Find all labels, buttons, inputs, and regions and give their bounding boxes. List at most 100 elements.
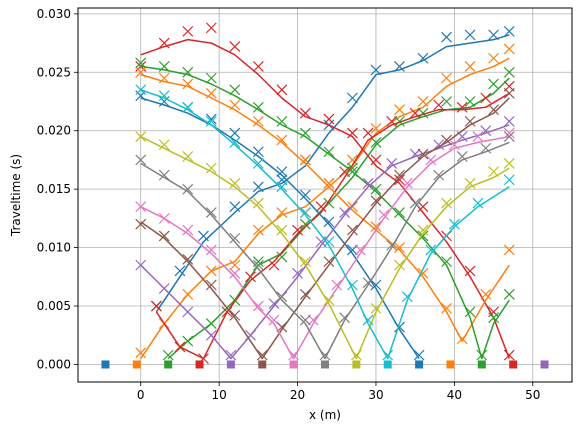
data-point-marker [480,92,492,104]
data-point-marker [162,349,174,361]
data-point-marker [464,29,476,41]
data-point-marker [205,279,217,291]
data-point-marker [323,113,335,125]
data-point-marker [182,224,194,236]
data-point-marker [205,265,217,277]
plot-area [101,22,549,369]
data-point-marker [433,169,445,181]
source-marker [101,360,110,369]
data-point-marker [417,52,429,64]
data-point-marker [182,306,194,318]
data-point-marker [417,107,429,119]
data-point-marker [476,349,488,361]
data-point-marker [347,154,358,166]
data-point-marker [394,259,405,271]
data-point-marker [448,218,460,230]
source-marker [477,360,486,369]
data-point-marker [299,288,311,300]
data-point-marker [229,84,241,96]
data-point-marker [409,148,421,160]
data-point-marker [331,279,343,291]
x-tick-label: 40 [447,388,462,402]
data-point-marker [205,72,217,84]
source-marker [321,360,329,369]
data-point-marker [503,66,515,78]
data-point-marker [182,151,194,162]
y-tick-label: 0.020 [37,124,71,138]
data-point-marker [362,177,374,189]
data-point-marker [370,64,382,76]
data-point-marker [229,136,241,148]
data-point-marker [370,183,382,195]
data-point-marker [135,66,147,78]
data-point-marker [441,31,452,43]
series-line [140,97,510,360]
data-point-marker [299,256,311,268]
data-point-marker [158,212,170,224]
data-point-marker [205,87,217,99]
data-point-marker [350,349,362,361]
data-point-marker [323,294,335,306]
data-point-marker [503,127,515,139]
data-point-marker [503,131,515,142]
data-point-marker [158,283,170,294]
data-point-marker [229,127,241,139]
data-point-marker [409,107,421,119]
data-point-marker [370,122,382,134]
data-point-marker [252,300,264,312]
data-point-marker [472,197,484,209]
data-point-marker [252,224,264,236]
data-point-marker [354,244,366,256]
data-point-marker [205,207,217,218]
data-point-marker [378,209,390,221]
data-point-marker [425,244,437,256]
series-line [140,97,420,360]
series-line [140,135,510,360]
data-point-marker [225,349,237,361]
data-point-marker [401,291,413,303]
data-point-marker [394,61,405,72]
data-point-marker [198,230,209,242]
data-point-marker [182,66,194,78]
source-marker [352,360,361,369]
data-point-marker [205,162,217,174]
traveltime-series [135,131,515,361]
data-point-marker [182,335,194,347]
x-tick-label: 20 [290,388,305,402]
data-point-marker [441,96,452,107]
data-point-marker [256,349,268,361]
data-point-marker [182,288,194,300]
data-point-marker [299,154,311,166]
data-point-marker [464,96,476,107]
traveltime-series [162,66,515,361]
data-point-marker [182,253,194,265]
traveltime-series [135,57,515,361]
data-point-marker [394,242,405,254]
data-point-marker [394,174,405,186]
data-point-marker [135,131,147,142]
data-point-marker [456,101,468,113]
data-point-marker [417,96,429,107]
data-point-marker [323,236,335,248]
data-point-marker [205,244,217,256]
traveltime-series [150,25,515,313]
data-point-marker [409,197,421,209]
data-point-marker [464,306,476,318]
data-point-marker [135,57,147,69]
data-point-marker [229,201,241,213]
data-point-marker [299,207,311,218]
data-point-marker [276,115,288,127]
data-point-marker [464,115,476,127]
data-point-marker [292,267,303,279]
traveltime-series [135,87,515,361]
data-point-marker [229,309,241,321]
data-point-marker [252,259,264,271]
data-point-marker [315,201,327,213]
y-axis-label: Traveltime (s) [9,154,23,237]
data-point-marker [323,177,335,189]
series-line [140,73,510,342]
data-point-marker [433,139,445,151]
data-point-marker [394,207,405,218]
data-point-marker [205,318,217,329]
